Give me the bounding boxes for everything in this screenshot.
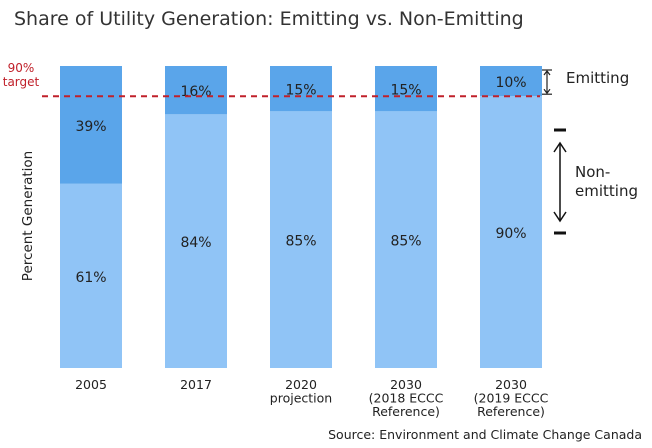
bar-non-emitting	[480, 96, 542, 368]
data-label-emitting: 10%	[495, 75, 526, 91]
non-emitting-arrow-up	[553, 141, 567, 153]
bar-emitting	[165, 66, 227, 115]
data-label-non-emitting: 85%	[285, 234, 316, 250]
data-label-non-emitting: 84%	[180, 235, 211, 251]
data-label-non-emitting: 85%	[390, 234, 421, 250]
data-label-non-emitting: 61%	[75, 270, 106, 286]
x-tick-label: (2018 ECCC	[369, 391, 444, 406]
x-tick-label: 2020	[285, 377, 317, 392]
bar-emitting	[60, 66, 122, 184]
data-label-non-emitting: 90%	[495, 226, 526, 242]
bar-non-emitting	[165, 114, 227, 368]
x-tick-label: 2017	[180, 377, 212, 392]
target-label-line-1: 90%	[7, 61, 35, 75]
data-label-emitting: 15%	[390, 83, 421, 99]
x-tick-label: (2019 ECCC	[474, 391, 549, 406]
bar-emitting	[480, 66, 542, 97]
non-emitting-arrow-down	[553, 211, 567, 223]
emitting-arrow-down	[543, 88, 551, 95]
bar-emitting	[375, 66, 437, 112]
x-tick-label: 2005	[75, 377, 107, 392]
x-tick-label: 2030	[390, 377, 422, 392]
chart-title: Share of Utility Generation: Emitting vs…	[14, 8, 524, 30]
data-label-emitting: 16%	[180, 84, 211, 100]
legend-non-emitting-label: emitting	[575, 182, 638, 200]
target-label-line-2: target	[2, 75, 40, 89]
source-note: Source: Environment and Climate Change C…	[328, 427, 642, 442]
x-tick-label: Reference)	[372, 404, 440, 419]
bar-emitting	[270, 66, 332, 112]
x-tick-label: projection	[270, 391, 332, 406]
emitting-arrow-up	[543, 70, 551, 76]
x-tick-label: 2030	[495, 377, 527, 392]
bar-non-emitting	[60, 183, 122, 368]
legend-non-emitting-label: Non-	[575, 163, 610, 181]
bar-non-emitting	[270, 111, 332, 369]
data-label-emitting: 15%	[285, 83, 316, 99]
data-label-emitting: 39%	[75, 119, 106, 135]
target-label: 90% target	[2, 61, 40, 89]
x-tick-label: Reference)	[477, 404, 545, 419]
bar-non-emitting	[375, 111, 437, 369]
legend-emitting-label: Emitting	[566, 69, 629, 87]
